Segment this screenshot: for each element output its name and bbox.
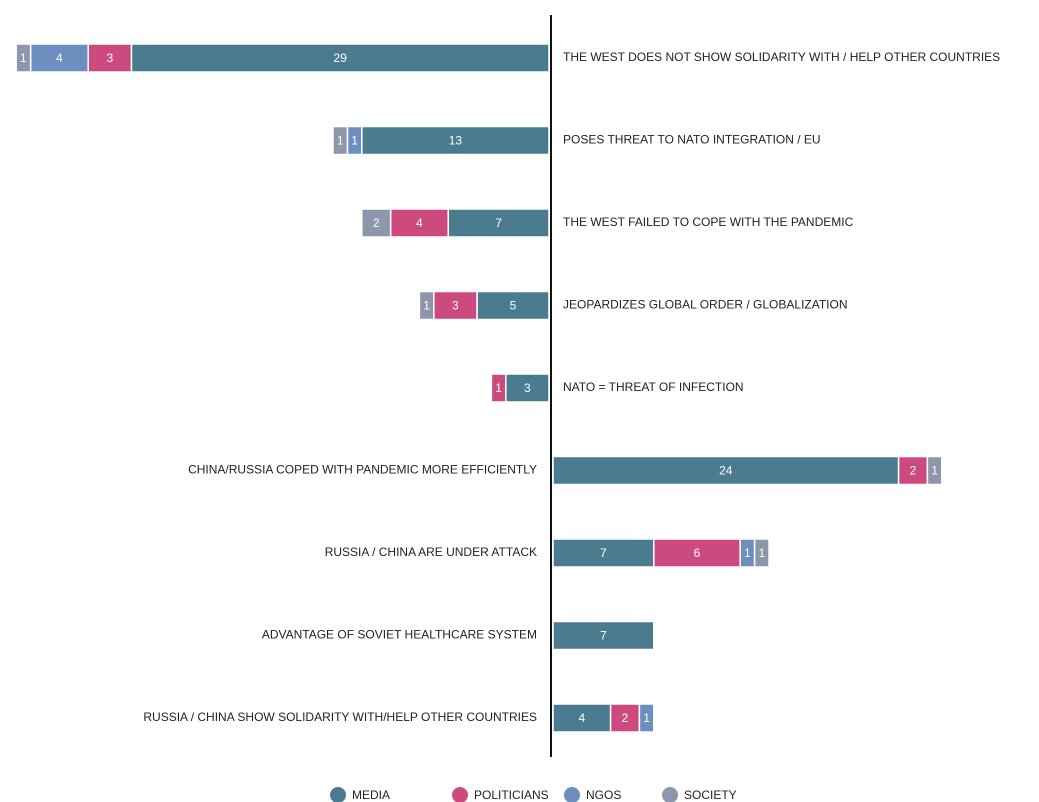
legend-swatch bbox=[452, 787, 468, 802]
value-label: 1 bbox=[423, 299, 430, 313]
value-label: 1 bbox=[643, 711, 650, 725]
value-label: 3 bbox=[106, 51, 113, 65]
legend-label: SOCIETY bbox=[684, 788, 737, 802]
value-label: 1 bbox=[495, 381, 502, 395]
value-label: 4 bbox=[416, 216, 423, 230]
bar-segment bbox=[926, 455, 943, 486]
bar-segment bbox=[552, 455, 900, 486]
category-label: JEOPARDIZES GLOBAL ORDER / GLOBALIZATION bbox=[563, 298, 848, 312]
value-label: 5 bbox=[510, 299, 517, 313]
bar-segment bbox=[447, 208, 550, 238]
category-label: RUSSIA / CHINA ARE UNDER ATTACK bbox=[325, 545, 537, 559]
bar-segment bbox=[552, 620, 655, 651]
bar-segment bbox=[552, 538, 655, 568]
category-label: CHINA/RUSSIA COPED WITH PANDEMIC MORE EF… bbox=[188, 463, 537, 477]
bar-segment bbox=[418, 290, 435, 321]
value-label: 4 bbox=[578, 711, 585, 725]
value-label: 29 bbox=[334, 51, 348, 65]
legend-label: NGOS bbox=[586, 788, 621, 802]
category-label: ADVANTAGE OF SOVIET HEALTHCARE SYSTEM bbox=[262, 628, 537, 642]
bar-segment bbox=[361, 208, 392, 238]
bar-segment bbox=[505, 373, 550, 403]
bar-segment bbox=[15, 43, 32, 73]
value-label: 1 bbox=[758, 546, 765, 560]
value-label: 7 bbox=[495, 216, 502, 230]
value-label: 1 bbox=[744, 546, 751, 560]
value-label: 2 bbox=[910, 464, 917, 478]
bar-segment bbox=[476, 290, 550, 321]
category-label: POSES THREAT TO NATO INTEGRATION / EU bbox=[563, 133, 821, 147]
category-label: NATO = THREAT OF INFECTION bbox=[563, 380, 744, 394]
value-label: 4 bbox=[56, 51, 63, 65]
value-label: 7 bbox=[600, 546, 607, 560]
value-label: 1 bbox=[351, 134, 358, 148]
legend-label: MEDIA bbox=[352, 788, 390, 802]
bar-segment bbox=[609, 703, 641, 733]
bar-segment bbox=[638, 703, 655, 733]
bar-segment bbox=[87, 43, 133, 73]
value-label: 7 bbox=[600, 629, 607, 643]
value-label: 6 bbox=[694, 546, 701, 560]
value-label: 1 bbox=[20, 51, 27, 65]
category-label: THE WEST DOES NOT SHOW SOLIDARITY WITH /… bbox=[563, 50, 1000, 64]
bar-segment bbox=[753, 538, 770, 568]
value-label: 3 bbox=[452, 299, 459, 313]
legend-swatch bbox=[662, 787, 678, 802]
bar-segment bbox=[29, 43, 89, 73]
value-label: 24 bbox=[719, 464, 733, 478]
category-label: THE WEST FAILED TO COPE WITH THE PANDEMI… bbox=[563, 215, 854, 229]
category-label: RUSSIA / CHINA SHOW SOLIDARITY WITH/HELP… bbox=[143, 710, 537, 724]
bar-segment bbox=[897, 455, 929, 486]
value-label: 13 bbox=[449, 134, 463, 148]
bar-segment bbox=[389, 208, 449, 238]
bar-segment bbox=[552, 703, 612, 733]
value-label: 2 bbox=[373, 216, 380, 230]
legend-swatch bbox=[564, 787, 580, 802]
bar-segment bbox=[490, 373, 507, 403]
value-label: 1 bbox=[931, 464, 938, 478]
legend-swatch bbox=[330, 787, 346, 802]
bar-segment bbox=[361, 125, 550, 156]
value-label: 2 bbox=[622, 711, 629, 725]
value-label: 1 bbox=[337, 134, 344, 148]
bar-segment bbox=[332, 125, 349, 156]
value-label: 3 bbox=[524, 381, 531, 395]
legend-label: POLITICIANS bbox=[474, 788, 549, 802]
